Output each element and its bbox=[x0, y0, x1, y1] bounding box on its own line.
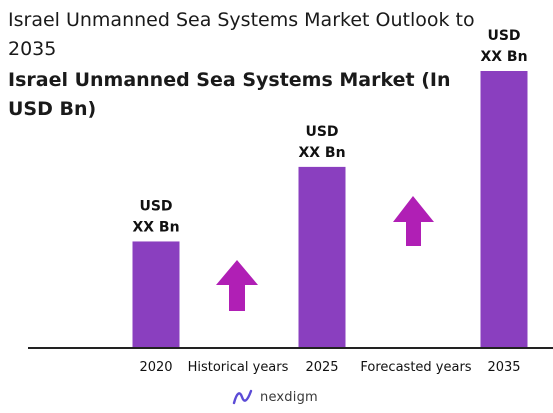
annotation-historical-years: Historical years bbox=[188, 360, 289, 375]
x-tick-2025: 2025 bbox=[305, 360, 338, 375]
nexdigm-mark-icon bbox=[232, 389, 253, 405]
chart-subtitle: Israel Unmanned Sea Systems Market (In U… bbox=[8, 69, 451, 120]
data-label-2035-currency: USD bbox=[487, 28, 520, 44]
bar-2035 bbox=[480, 71, 528, 348]
chart-title: Israel Unmanned Sea Systems Market Outlo… bbox=[8, 9, 475, 60]
x-tick-2035: 2035 bbox=[487, 360, 520, 375]
brand-name: nexdigm bbox=[260, 389, 318, 405]
nexdigm-logo: nexdigm bbox=[232, 386, 318, 408]
data-label-2020-currency: USD bbox=[139, 198, 172, 214]
growth-arrow-historical bbox=[216, 260, 258, 311]
growth-arrow-forecast bbox=[393, 196, 434, 246]
bar-2020 bbox=[132, 241, 180, 348]
x-tick-2020: 2020 bbox=[139, 360, 172, 375]
data-label-2035-value: XX Bn bbox=[480, 49, 527, 65]
annotation-forecasted-years: Forecasted years bbox=[360, 360, 471, 375]
bar-2025 bbox=[298, 166, 346, 348]
data-label-2020-value: XX Bn bbox=[132, 219, 179, 235]
data-label-2025-value: XX Bn bbox=[298, 145, 345, 161]
data-label-2025-currency: USD bbox=[305, 124, 338, 140]
